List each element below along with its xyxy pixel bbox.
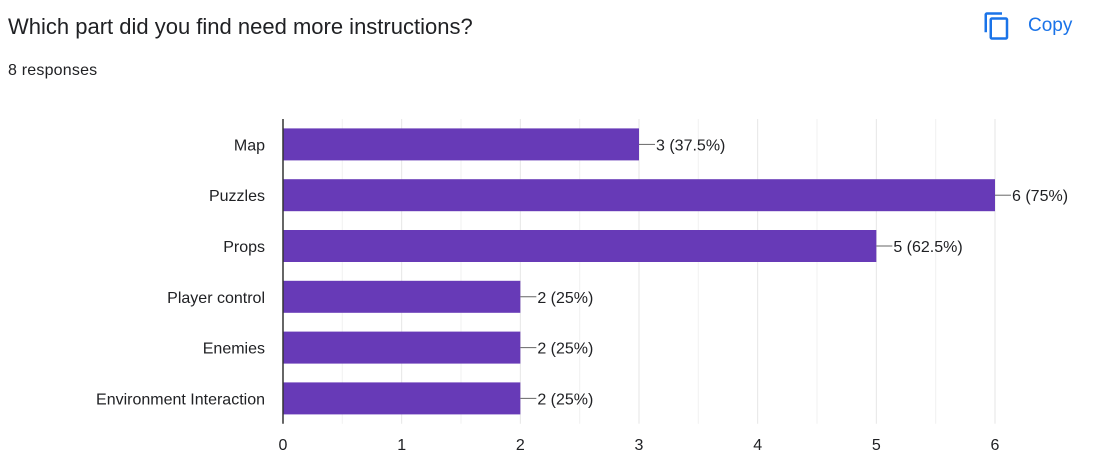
copy-button[interactable]: Copy bbox=[982, 8, 1086, 44]
response-count: 8 responses bbox=[8, 62, 98, 79]
x-tick-label: 2 bbox=[516, 437, 525, 454]
x-tick-label: 0 bbox=[279, 437, 288, 454]
data-label: 3 (37.5%) bbox=[656, 137, 725, 154]
category-label: Puzzles bbox=[209, 188, 265, 205]
bar[interactable] bbox=[283, 331, 521, 364]
bar[interactable] bbox=[283, 280, 521, 313]
category-label: Enemies bbox=[203, 341, 265, 358]
copy-icon bbox=[984, 12, 1009, 40]
data-label: 6 (75%) bbox=[1012, 188, 1068, 205]
bar[interactable] bbox=[283, 128, 639, 161]
x-tick-label: 5 bbox=[872, 437, 881, 454]
x-tick-label: 3 bbox=[635, 437, 644, 454]
x-tick-label: 4 bbox=[753, 437, 762, 454]
question-title: Which part did you find need more instru… bbox=[8, 14, 473, 39]
data-label: 5 (62.5%) bbox=[893, 239, 962, 256]
bar[interactable] bbox=[283, 179, 995, 212]
bar[interactable] bbox=[283, 230, 877, 262]
bar[interactable] bbox=[283, 382, 521, 415]
data-label: 2 (25%) bbox=[537, 290, 593, 307]
category-label: Props bbox=[223, 239, 265, 256]
category-label: Player control bbox=[167, 290, 265, 307]
data-label: 2 (25%) bbox=[537, 341, 593, 358]
category-label: Environment Interaction bbox=[96, 391, 265, 408]
x-tick-label: 6 bbox=[991, 437, 1000, 454]
copy-label: Copy bbox=[1028, 15, 1073, 36]
x-tick-label: 1 bbox=[397, 437, 406, 454]
data-label: 2 (25%) bbox=[537, 391, 593, 408]
category-label: Map bbox=[234, 137, 265, 154]
